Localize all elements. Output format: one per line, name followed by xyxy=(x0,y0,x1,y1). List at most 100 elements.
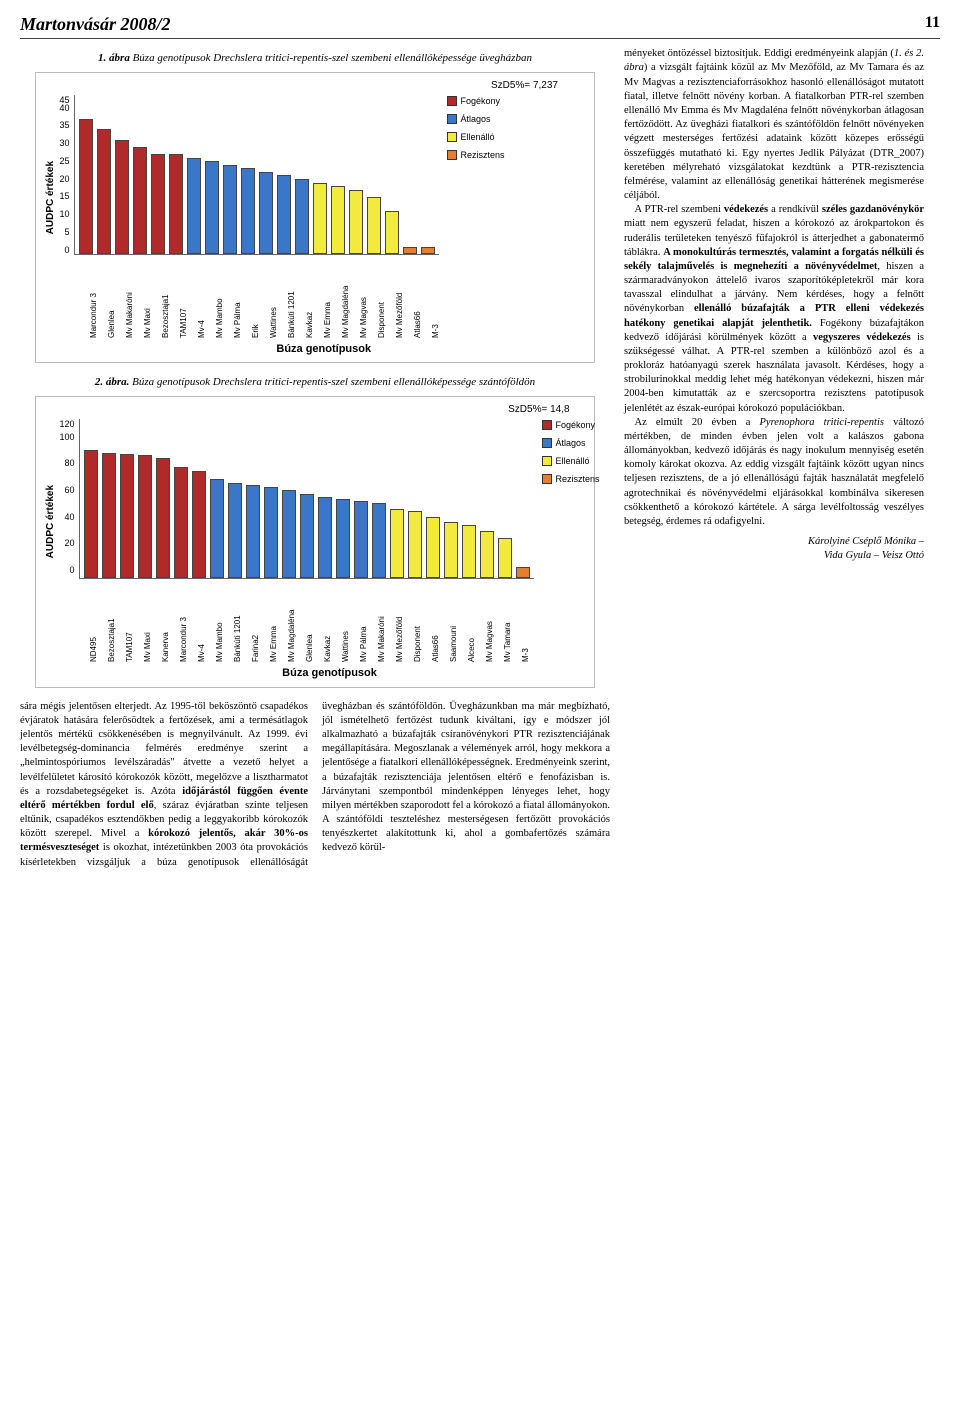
legend-item: Ellenálló xyxy=(447,131,505,143)
body-bold: védekezés xyxy=(724,204,768,215)
bar-column xyxy=(407,511,423,578)
bar-column xyxy=(371,503,387,578)
bar-label: Mv Magdaléna xyxy=(341,268,352,338)
bar-label: Mv Emma xyxy=(323,268,334,338)
bar xyxy=(115,140,129,254)
bar-column xyxy=(384,211,400,254)
legend-swatch xyxy=(542,474,552,484)
bar xyxy=(421,247,435,254)
bar-label: Mv Pálma xyxy=(359,592,370,662)
bar-label: Mv Emma xyxy=(269,592,280,662)
bar-label: Alceco xyxy=(467,592,478,662)
bar-column xyxy=(425,517,441,578)
bar-column xyxy=(402,247,418,254)
author-line: Károlyiné Cséplő Mónika – xyxy=(624,535,924,549)
bar-column xyxy=(119,454,135,578)
bar xyxy=(318,497,332,578)
legend-swatch xyxy=(542,420,552,430)
bar xyxy=(313,183,327,254)
bar-label: Saamouni xyxy=(449,592,460,662)
bar-column xyxy=(389,509,405,578)
legend-item: Átlagos xyxy=(447,113,505,125)
legend-item: Rezisztens xyxy=(447,149,505,161)
bar xyxy=(102,453,116,578)
body-bold: vegyszeres védekezés xyxy=(813,332,911,343)
bar-column xyxy=(96,129,112,253)
bar-column xyxy=(420,247,436,254)
legend-swatch xyxy=(542,456,552,466)
y-tick: 15 xyxy=(60,188,70,206)
bar xyxy=(187,158,201,254)
authors: Károlyiné Cséplő Mónika – Vida Gyula – V… xyxy=(624,535,924,563)
legend-label: Átlagos xyxy=(556,437,586,449)
bar-label: Glenlea xyxy=(305,592,316,662)
bar-label: Glenlea xyxy=(107,268,118,338)
bar-label: Atlas66 xyxy=(413,268,424,338)
bar-label: Wattines xyxy=(341,592,352,662)
bar-column xyxy=(461,525,477,578)
content: 1. ábra Búza genotípusok Drechslera trit… xyxy=(20,47,940,869)
bar-column xyxy=(281,490,297,578)
bar-column xyxy=(204,161,220,253)
bar xyxy=(444,522,458,578)
bar-label: Bezosztaja1 xyxy=(161,268,172,338)
bar-label: Atlas66 xyxy=(431,592,442,662)
body-text: változó mértékben, de minden évben jelen… xyxy=(624,417,924,527)
bar-label: Bánkúti 1201 xyxy=(287,268,298,338)
y-tick: 100 xyxy=(60,424,75,451)
bar-label: Mv Mambo xyxy=(215,268,226,338)
bar-column xyxy=(317,497,333,578)
bar-column xyxy=(150,154,166,254)
bar-column xyxy=(353,501,369,578)
fig2-chart: AUDPC értékekSzD5%= 14,8120100806040200F… xyxy=(35,396,595,687)
bar-label: Disponent xyxy=(413,592,424,662)
bar xyxy=(367,197,381,254)
legend-swatch xyxy=(447,114,457,124)
legend-swatch xyxy=(447,150,457,160)
bar-column xyxy=(173,467,189,578)
bar-label: Mv Maxi xyxy=(143,268,154,338)
legend-label: Fogékony xyxy=(556,419,596,431)
bar xyxy=(354,501,368,578)
body-text: is szükségessé válhat. A PTR-rel szemben… xyxy=(624,332,924,414)
bar xyxy=(408,511,422,578)
bar xyxy=(156,458,170,578)
bar xyxy=(426,517,440,578)
y-tick: 10 xyxy=(60,206,70,224)
y-axis-label: AUDPC értékek xyxy=(42,403,60,680)
bar xyxy=(385,211,399,254)
bar xyxy=(331,186,345,254)
bar-column xyxy=(132,147,148,254)
bar xyxy=(390,509,404,578)
page-number: 11 xyxy=(925,12,940,36)
y-tick: 40 xyxy=(60,100,70,118)
bar xyxy=(174,467,188,578)
bar-label: Marcondur 3 xyxy=(179,592,190,662)
bar-label: ND495 xyxy=(89,592,100,662)
bar-label: TAM107 xyxy=(125,592,136,662)
fig2-caption-rest: Búza genotípusok Drechslera tritici-repe… xyxy=(129,376,535,388)
bar-column xyxy=(101,453,117,578)
body-italic: Pyrenophora tritici-repentis xyxy=(760,417,884,428)
bar-label: Mv Makaróni xyxy=(377,592,388,662)
legend: FogékonyÁtlagosEllenállóRezisztens xyxy=(534,419,600,486)
bar xyxy=(282,490,296,578)
body-text: ) a vizsgált fajtáink közül az Mv Mezőfö… xyxy=(624,62,924,201)
bar xyxy=(403,247,417,254)
bar xyxy=(205,161,219,253)
bar-column xyxy=(240,168,256,253)
bar xyxy=(259,172,273,254)
y-tick: 35 xyxy=(60,117,70,135)
fig1-chart: AUDPC értékekSzD5%= 7,237454035302520151… xyxy=(35,72,595,363)
bar-label: Mv Mezőföld xyxy=(395,592,406,662)
y-tick: 80 xyxy=(65,450,75,477)
szd-label: SzD5%= 7,237 xyxy=(60,79,589,93)
legend-label: Átlagos xyxy=(461,113,491,125)
bar xyxy=(277,175,291,253)
bar xyxy=(300,494,314,578)
bar-column xyxy=(114,140,130,254)
bar-column xyxy=(137,455,153,578)
fig2-caption: 2. ábra. Búza genotípusok Drechslera tri… xyxy=(30,375,600,390)
y-tick: 0 xyxy=(65,242,70,260)
bar xyxy=(480,531,494,578)
